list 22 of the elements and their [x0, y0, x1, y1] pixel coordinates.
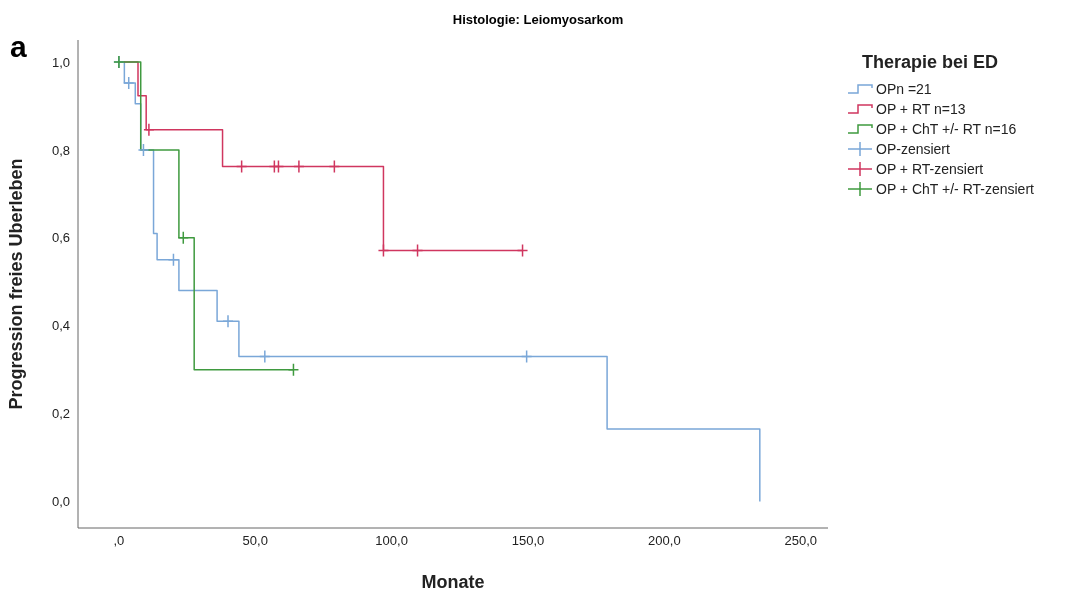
y-tick-label: 0,8 — [51, 142, 70, 158]
y-tick-label: 0,0 — [51, 494, 70, 510]
x-tick-label: 100,0 — [375, 533, 408, 549]
x-tick-label: 200,0 — [648, 533, 681, 549]
x-tick-label: 50,0 — [242, 533, 268, 549]
legend-title: Therapie bei ED — [862, 52, 1000, 73]
legend-label: OPn =21 — [876, 81, 932, 97]
y-tick-label: 1,0 — [51, 54, 70, 70]
x-tick-label: ,0 — [113, 533, 125, 549]
legend-label: OP + ChT +/- RT n=16 — [876, 121, 1017, 137]
legend-label: OP + RT-zensiert — [876, 161, 984, 177]
legend-label: OP-zensiert — [876, 141, 950, 157]
x-axis-title: Monate — [421, 572, 485, 592]
y-tick-label: 0,2 — [51, 406, 70, 422]
legend-label: OP + ChT +/- RT-zensiert — [876, 181, 1034, 197]
text: a — [10, 30, 27, 64]
legend-label: OP + RT n=13 — [876, 101, 966, 117]
x-tick-label: 150,0 — [511, 533, 545, 549]
y-tick-label: 0,6 — [51, 230, 70, 246]
y-tick-label: 0,4 — [51, 318, 70, 334]
x-tick-label: 250,0 — [784, 533, 817, 549]
chart-title: Histologie: Leiomyosarkom — [451, 12, 625, 27]
